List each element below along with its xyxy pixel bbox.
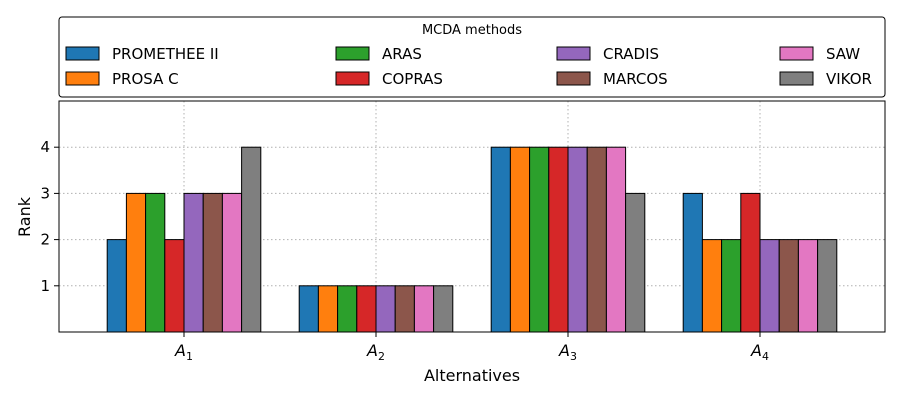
x-tick-label-subscript: 2 [378, 350, 385, 363]
bar-vikor-a3 [625, 192, 646, 333]
bar-aras-a2 [337, 285, 358, 333]
legend-label: ARAS [382, 45, 422, 63]
bar-marcos-a1 [202, 192, 223, 333]
bar-copras-a1 [164, 239, 185, 333]
bar-promethee-ii-a4 [682, 192, 703, 333]
x-axis-label: Alternatives [424, 366, 520, 385]
axes-frame [58, 100, 886, 333]
bar-cradis-a4 [759, 239, 780, 333]
legend-swatch [65, 71, 100, 86]
x-gridlines [183, 101, 761, 332]
legend-label: PROMETHEE II [112, 45, 219, 63]
bar-cradis-a1 [183, 192, 204, 333]
legend-swatch [335, 46, 370, 61]
legend-swatch [65, 46, 100, 61]
legend-frame [58, 16, 886, 98]
legend-title: MCDA methods [422, 23, 522, 38]
x-tick-label-base: A [750, 341, 762, 360]
bar-vikor-a2 [433, 285, 454, 333]
x-tick-label: A3 [558, 341, 577, 363]
y-axis-label: Rank [15, 196, 34, 237]
x-axis-ticks: A1 A2 A3 A4 [174, 332, 769, 363]
legend-swatch [335, 71, 370, 86]
bar-cradis-a2 [375, 285, 396, 333]
bar-prosa-c-a1 [125, 192, 147, 333]
legend-label: VIKOR [826, 70, 872, 88]
x-tick-label: A1 [174, 341, 193, 363]
x-tick-label-subscript: 3 [570, 350, 577, 363]
legend-swatch [779, 71, 814, 86]
x-tick-label: A4 [750, 341, 769, 363]
bar-promethee-ii-a1 [106, 239, 127, 333]
x-tick-label-subscript: 4 [762, 350, 769, 363]
legend-label: MARCOS [603, 70, 668, 88]
bar-vikor-a1 [241, 146, 262, 333]
bar-promethee-ii-a2 [298, 285, 319, 333]
bar-promethee-ii-a3 [490, 146, 511, 333]
bar-prosa-c-a2 [317, 285, 339, 333]
bars [106, 146, 838, 333]
legend: MCDA methods PROMETHEE II PROSA C ARAS COPR… [58, 16, 886, 98]
bar-saw-a1 [221, 192, 243, 333]
y-tick-label: 1 [40, 277, 50, 295]
legend-label: COPRAS [382, 70, 443, 88]
bar-marcos-a4 [778, 239, 799, 333]
bar-prosa-c-a3 [509, 146, 531, 333]
legend-label: PROSA C [112, 70, 179, 88]
legend-swatch [556, 46, 591, 61]
bar-copras-a2 [356, 285, 377, 333]
legend-swatch [556, 71, 591, 86]
x-tick-label-base: A [174, 341, 186, 360]
bar-marcos-a2 [394, 285, 415, 333]
bar-saw-a2 [413, 285, 435, 333]
x-tick-label-base: A [366, 341, 378, 360]
bar-prosa-c-a4 [701, 239, 723, 333]
legend-label: SAW [826, 45, 860, 63]
x-tick-label: A2 [366, 341, 385, 363]
bar-aras-a3 [529, 146, 550, 333]
bar-vikor-a4 [817, 239, 838, 333]
bar-cradis-a3 [567, 146, 588, 333]
y-tick-label: 4 [40, 138, 50, 156]
y-tick-label: 3 [40, 184, 50, 202]
y-axis-ticks: 1 2 3 4 [40, 138, 59, 295]
bar-saw-a4 [797, 239, 819, 333]
bar-copras-a3 [548, 146, 569, 333]
legend-swatch [779, 46, 814, 61]
x-tick-label-base: A [558, 341, 570, 360]
y-tick-label: 2 [40, 231, 50, 249]
bar-marcos-a3 [586, 146, 607, 333]
bar-saw-a3 [605, 146, 627, 333]
legend-label: CRADIS [603, 45, 659, 63]
x-tick-label-subscript: 1 [186, 350, 193, 363]
bar-aras-a4 [721, 239, 742, 333]
bar-copras-a4 [740, 192, 761, 333]
bar-aras-a1 [145, 192, 166, 333]
legend-items: PROMETHEE II PROSA C ARAS COPRAS CRADIS MARCO… [65, 45, 872, 88]
